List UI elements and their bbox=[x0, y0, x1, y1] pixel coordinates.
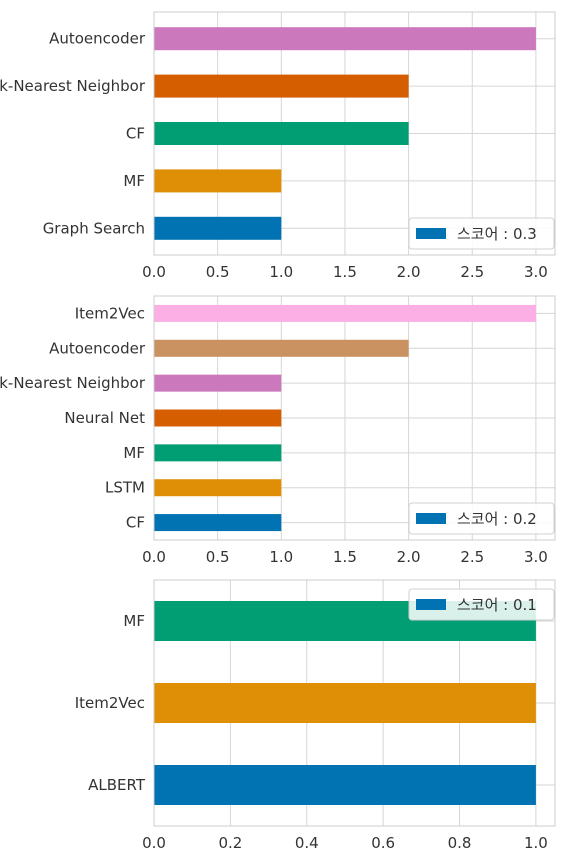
legend: 스코어 : 0.2 bbox=[408, 502, 555, 535]
bar bbox=[154, 216, 282, 240]
legend-box bbox=[408, 588, 555, 621]
legend-swatch bbox=[416, 513, 446, 524]
y-tick-label: Neural Net bbox=[64, 409, 145, 427]
x-tick-label: 3.0 bbox=[524, 263, 548, 281]
bar bbox=[154, 122, 409, 145]
bar bbox=[154, 27, 536, 51]
x-tick-label: 0.0 bbox=[142, 263, 166, 281]
legend-box bbox=[408, 217, 555, 250]
y-tick-label: MF bbox=[123, 612, 145, 630]
x-tick-label: 1.0 bbox=[269, 263, 293, 281]
x-tick-label: 0.4 bbox=[295, 834, 319, 852]
legend-label: 스코어 : 0.3 bbox=[457, 225, 537, 243]
y-tick-label: ALBERT bbox=[88, 776, 146, 794]
legend: 스코어 : 0.3 bbox=[408, 217, 555, 250]
legend-swatch bbox=[416, 599, 446, 610]
y-tick-label: MF bbox=[123, 444, 145, 462]
bar bbox=[154, 444, 282, 462]
x-tick-label: 0.8 bbox=[448, 834, 472, 852]
x-tick-label: 0.0 bbox=[142, 548, 166, 566]
x-tick-label: 0.0 bbox=[142, 834, 166, 852]
x-tick-label: 2.5 bbox=[460, 548, 484, 566]
chart-panel-2: 0.0 0.5 1.0 1.5 2.0 2.5 3.0 CF LSTM MF Neural Net k… bbox=[0, 295, 556, 566]
y-tick-label: CF bbox=[126, 125, 145, 143]
legend-label: 스코어 : 0.2 bbox=[457, 510, 537, 528]
bar bbox=[154, 304, 536, 322]
bar bbox=[154, 683, 536, 723]
plot-frame bbox=[153, 11, 556, 256]
bar bbox=[154, 765, 536, 805]
bar bbox=[154, 169, 282, 193]
x-tick-label: 1.5 bbox=[333, 263, 357, 281]
y-tick-label: MF bbox=[123, 172, 145, 190]
plot-frame bbox=[153, 295, 556, 541]
bar bbox=[154, 514, 282, 532]
bar bbox=[154, 479, 282, 497]
x-tick-label: 2.0 bbox=[397, 263, 421, 281]
x-tick-label: 1.0 bbox=[524, 834, 548, 852]
x-tick-label: 1.0 bbox=[269, 548, 293, 566]
y-tick-label: Graph Search bbox=[43, 219, 145, 237]
x-tick-label: 0.6 bbox=[371, 834, 395, 852]
y-tick-label: CF bbox=[126, 514, 145, 532]
plot-frame bbox=[153, 579, 556, 827]
bar bbox=[154, 409, 282, 427]
legend: 스코어 : 0.1 bbox=[408, 588, 555, 621]
bar bbox=[154, 339, 409, 357]
y-tick-label: Autoencoder bbox=[49, 30, 146, 48]
x-tick-label: 3.0 bbox=[524, 548, 548, 566]
y-tick-label: k-Nearest Neighbor bbox=[0, 77, 146, 95]
legend-box bbox=[408, 502, 555, 535]
x-tick-label: 2.5 bbox=[460, 263, 484, 281]
bar bbox=[154, 374, 282, 392]
x-tick-label: 2.0 bbox=[397, 548, 421, 566]
y-tick-label: k-Nearest Neighbor bbox=[0, 374, 146, 392]
bar bbox=[154, 74, 409, 98]
y-tick-label: Item2Vec bbox=[75, 304, 145, 322]
chart-panel-1: 0.0 0.5 1.0 1.5 2.0 2.5 3.0 Graph Search MF CF k-N… bbox=[0, 11, 556, 281]
legend-label: 스코어 : 0.1 bbox=[457, 596, 537, 614]
chart-panel-3: 0.0 0.2 0.4 0.6 0.8 1.0 ALBERT Item2Vec MF 스코어 : … bbox=[75, 579, 556, 852]
x-tick-label: 1.5 bbox=[333, 548, 357, 566]
x-tick-label: 0.2 bbox=[218, 834, 242, 852]
y-tick-label: Autoencoder bbox=[49, 339, 146, 357]
legend-swatch bbox=[416, 228, 446, 239]
y-tick-label: LSTM bbox=[105, 479, 145, 497]
x-tick-label: 0.5 bbox=[206, 548, 230, 566]
x-tick-label: 0.5 bbox=[206, 263, 230, 281]
y-tick-label: Item2Vec bbox=[75, 694, 145, 712]
